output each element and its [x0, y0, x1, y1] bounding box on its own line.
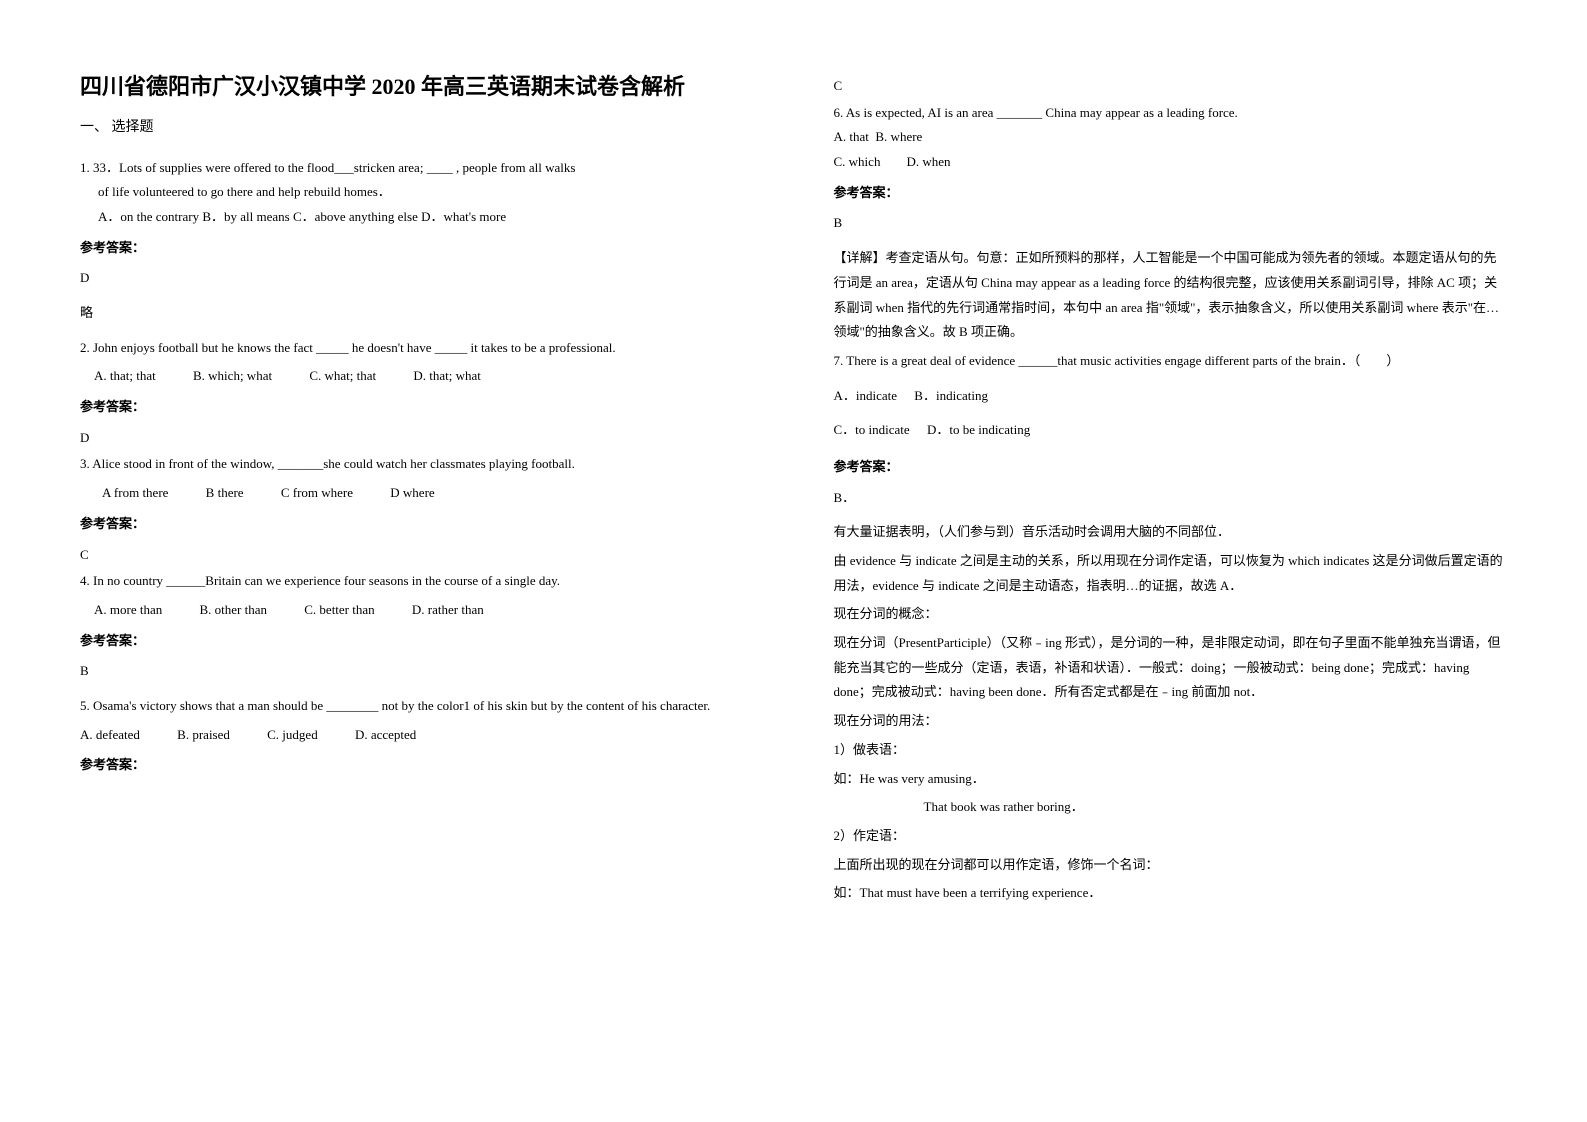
answer-label: 参考答案：	[80, 236, 734, 261]
q4-optB: B. other than	[199, 598, 267, 623]
answer-label: 参考答案：	[834, 455, 1508, 480]
q7-e4: 现在分词（PresentParticiple）（又称﹣ing 形式），是分词的一…	[834, 631, 1508, 705]
q7-e11: 如：That must have been a terrifying exper…	[834, 881, 1508, 906]
q3-options: A from there B there C from where D wher…	[80, 481, 734, 506]
q5-optB: B. praised	[177, 723, 230, 748]
q7-optA: A．indicate	[834, 384, 898, 409]
q6-line1: 6. As is expected, AI is an area _______…	[834, 101, 1508, 126]
q7-optC: C．to indicate	[834, 418, 910, 443]
q6-optD: D. when	[906, 154, 950, 169]
q7-e6: 1）做表语：	[834, 738, 1508, 763]
q7-optsAB: A．indicate B．indicating	[834, 384, 1508, 409]
answer-label: 参考答案：	[834, 181, 1508, 206]
q5-line1: 5. Osama's victory shows that a man shou…	[80, 694, 734, 719]
q1-line2: of life volunteered to go there and help…	[80, 180, 734, 205]
q7-e3: 现在分词的概念：	[834, 602, 1508, 627]
q5-optD: D. accepted	[355, 723, 416, 748]
q6-optC: C. which	[834, 154, 881, 169]
q7-optD: D．to be indicating	[927, 418, 1030, 443]
q3-optB: B there	[206, 481, 244, 506]
question-7: 7. There is a great deal of evidence ___…	[834, 349, 1508, 374]
q7-e7: 如：He was very amusing．	[834, 767, 1508, 792]
q1-lue: 略	[80, 301, 734, 326]
left-column: 四川省德阳市广汉小汉镇中学 2020 年高三英语期末试卷含解析 一、 选择题 1…	[0, 0, 794, 1122]
answer-label: 参考答案：	[80, 629, 734, 654]
question-1: 1. 33．Lots of supplies were offered to t…	[80, 156, 734, 230]
q7-e2: 由 evidence 与 indicate 之间是主动的关系，所以用现在分词作定…	[834, 549, 1508, 598]
q4-optA: A. more than	[94, 598, 162, 623]
q1-options: A．on the contrary B．by all means C．above…	[80, 205, 734, 230]
answer-label: 参考答案：	[80, 512, 734, 537]
answer-label: 参考答案：	[80, 753, 734, 778]
q3-line1: 3. Alice stood in front of the window, _…	[80, 452, 734, 477]
q2-optB: B. which; what	[193, 364, 272, 389]
q4-line1: 4. In no country ______Britain can we ex…	[80, 569, 734, 594]
question-3: 3. Alice stood in front of the window, _…	[80, 452, 734, 505]
q1-line1: 1. 33．Lots of supplies were offered to t…	[80, 156, 734, 181]
q3-optD: D where	[390, 481, 434, 506]
q4-options: A. more than B. other than C. better tha…	[80, 598, 734, 623]
right-column: C 6. As is expected, AI is an area _____…	[794, 0, 1587, 1122]
q5-options: A. defeated B. praised C. judged D. acce…	[80, 723, 734, 748]
q1-answer: D	[80, 266, 734, 291]
q2-optA: A. that; that	[94, 364, 156, 389]
q7-e9: 2）作定语：	[834, 824, 1508, 849]
section-heading: 一、 选择题	[80, 115, 734, 142]
answer-label: 参考答案：	[80, 395, 734, 420]
q6-answer: B	[834, 211, 1508, 236]
q2-line1: 2. John enjoys football but he knows the…	[80, 336, 734, 361]
q2-optC: C. what; that	[309, 364, 376, 389]
q6-explanation: 【详解】考查定语从句。句意：正如所预料的那样，人工智能是一个中国可能成为领先者的…	[834, 246, 1508, 345]
q5-optC: C. judged	[267, 723, 318, 748]
q7-e5: 现在分词的用法：	[834, 709, 1508, 734]
question-6: 6. As is expected, AI is an area _______…	[834, 101, 1508, 175]
q7-e8: That book was rather boring．	[834, 795, 1508, 820]
q2-options: A. that; that B. which; what C. what; th…	[80, 364, 734, 389]
q5-optA: A. defeated	[80, 723, 140, 748]
q3-optC: C from where	[281, 481, 353, 506]
question-2: 2. John enjoys football but he knows the…	[80, 336, 734, 389]
q7-e10: 上面所出现的现在分词都可以用作定语，修饰一个名词：	[834, 853, 1508, 878]
question-4: 4. In no country ______Britain can we ex…	[80, 569, 734, 622]
q6-optB: B. where	[875, 129, 922, 144]
doc-title: 四川省德阳市广汉小汉镇中学 2020 年高三英语期末试卷含解析	[80, 70, 734, 103]
q6-optsCD: C. which D. when	[834, 150, 1508, 175]
q3-optA: A from there	[102, 481, 168, 506]
q7-e1: 有大量证据表明，（人们参与到）音乐活动时会调用大脑的不同部位．	[834, 520, 1508, 545]
q3-answer: C	[80, 543, 734, 568]
question-5: 5. Osama's victory shows that a man shou…	[80, 694, 734, 747]
q4-optD: D. rather than	[412, 598, 484, 623]
q6-optA: A. that	[834, 129, 869, 144]
q7-line1: 7. There is a great deal of evidence ___…	[834, 349, 1508, 374]
q7-optB: B．indicating	[914, 384, 988, 409]
q2-optD: D. that; what	[413, 364, 481, 389]
q6-optsAB: A. that B. where	[834, 125, 1508, 150]
q5-answer: C	[834, 74, 1508, 99]
q2-answer: D	[80, 426, 734, 451]
q4-answer: B	[80, 659, 734, 684]
q4-optC: C. better than	[304, 598, 374, 623]
q7-answer: B．	[834, 486, 1508, 511]
q7-optsCD: C．to indicate D．to be indicating	[834, 418, 1508, 443]
